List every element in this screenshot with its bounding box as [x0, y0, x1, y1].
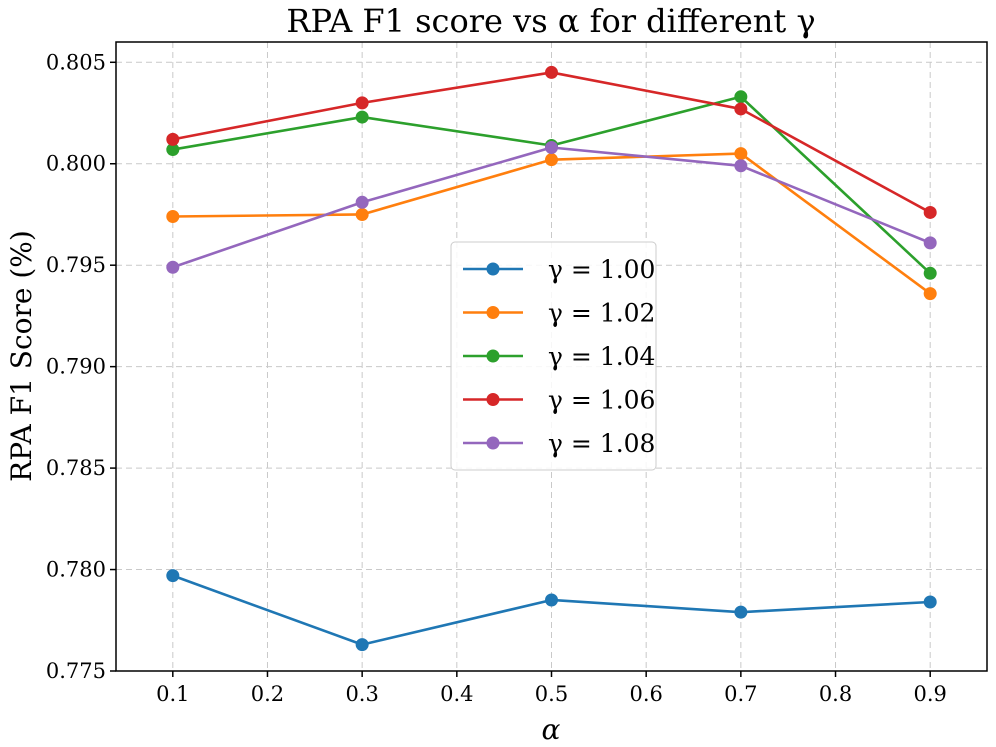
legend-item: γ = 1.08 — [463, 429, 655, 458]
x-axis-label: α — [542, 713, 561, 746]
x-tick-label: 0.7 — [724, 682, 757, 706]
series-lines — [166, 65, 937, 652]
y-axis-label: RPA F1 Score (%) — [5, 230, 38, 482]
x-tick-label: 0.8 — [819, 682, 852, 706]
data-point — [923, 287, 937, 301]
x-tick-label: 0.6 — [629, 682, 662, 706]
data-point — [545, 65, 558, 79]
x-tick-label: 0.2 — [251, 682, 284, 706]
series-5 — [166, 141, 937, 274]
x-tick-label: 0.5 — [535, 682, 568, 706]
legend-item: γ = 1.02 — [463, 299, 655, 328]
legend-label: γ = 1.00 — [548, 255, 655, 284]
y-tick-label: 0.780 — [46, 558, 106, 582]
y-tick-label: 0.785 — [46, 456, 106, 480]
y-tick-label: 0.775 — [46, 659, 106, 683]
data-point — [355, 110, 369, 124]
legend-swatch-marker — [486, 262, 500, 276]
data-point — [166, 209, 180, 223]
data-point — [923, 236, 937, 250]
series-4 — [166, 65, 937, 219]
data-point — [166, 143, 180, 157]
legend-label: γ = 1.02 — [548, 299, 655, 328]
data-point — [545, 593, 558, 607]
y-tick-label: 0.790 — [46, 355, 106, 379]
data-point — [355, 207, 369, 221]
data-point — [545, 153, 558, 167]
legend-swatch-marker — [486, 349, 500, 363]
data-point — [545, 141, 558, 155]
series-2 — [166, 147, 937, 301]
y-tick-label: 0.805 — [46, 50, 106, 74]
data-point — [923, 205, 937, 219]
data-point — [734, 102, 748, 116]
data-point — [355, 195, 369, 209]
legend-swatch-marker — [486, 436, 500, 450]
legend-label: γ = 1.08 — [548, 429, 655, 458]
y-tick-label: 0.795 — [46, 253, 106, 277]
data-point — [734, 605, 748, 619]
data-point — [734, 147, 748, 161]
legend-box — [450, 241, 657, 471]
legend-swatch-marker — [486, 306, 500, 319]
x-tick-label: 0.1 — [156, 682, 189, 706]
data-point — [166, 260, 180, 274]
legend-label: γ = 1.06 — [548, 386, 655, 415]
data-point — [923, 595, 937, 609]
x-tick-label: 0.9 — [913, 682, 946, 706]
legend-label: γ = 1.04 — [548, 342, 655, 371]
data-point — [734, 90, 748, 104]
data-point — [734, 159, 748, 173]
data-point — [355, 96, 369, 110]
data-point — [166, 132, 180, 146]
chart-title: RPA F1 score vs α for different γ — [286, 2, 815, 40]
legend-item: γ = 1.06 — [463, 386, 655, 415]
legend-item: γ = 1.00 — [463, 255, 655, 284]
legend: γ = 1.00 γ = 1.02 γ = 1.04 γ = 1.06 γ = 1.08 — [450, 241, 657, 471]
series-1 — [166, 569, 937, 652]
axis-ticks: 0.1 0.2 0.3 0.4 0.5 0.6 0.7 0.8 0.9 0.775 0.780 0.7… — [46, 50, 947, 706]
legend-swatch-marker — [486, 393, 500, 406]
data-point — [355, 638, 369, 652]
data-point — [923, 266, 937, 280]
x-tick-label: 0.4 — [440, 682, 473, 706]
y-tick-label: 0.800 — [46, 152, 106, 176]
data-point — [166, 569, 180, 583]
legend-item: γ = 1.04 — [463, 342, 655, 371]
x-tick-label: 0.3 — [345, 682, 378, 706]
